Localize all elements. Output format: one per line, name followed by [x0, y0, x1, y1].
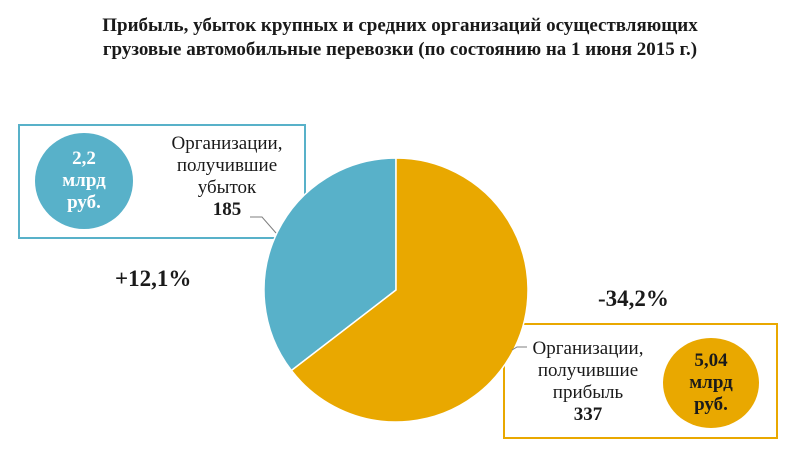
profit-amount-badge: 5,04 млрд руб.: [663, 338, 759, 428]
profit-change-percent: -34,2%: [598, 286, 669, 311]
chart-title: Прибыль, убыток крупных и средних органи…: [0, 14, 800, 62]
profit-leader-line: [511, 346, 527, 351]
loss-change-percent: +12,1%: [115, 266, 192, 291]
loss-amount-badge: 2,2 млрд руб.: [35, 133, 133, 229]
profit-label-line-3: прибыль: [552, 382, 624, 403]
profit-amount-line-3: руб.: [694, 394, 728, 415]
profit-amount-line-2: млрд: [689, 372, 733, 393]
loss-amount-line-3: руб.: [67, 192, 101, 213]
loss-label: Организации, получившие убыток 185: [148, 133, 306, 221]
loss-label-line-1: Организации,: [171, 133, 283, 154]
profit-count: 337: [573, 404, 603, 425]
chart-title-line-2: грузовые автомобильные перевозки (по сос…: [102, 39, 698, 60]
loss-amount-line-2: млрд: [62, 170, 106, 191]
loss-count: 185: [212, 199, 242, 220]
profit-label-line-1: Организации,: [532, 338, 644, 359]
profit-label: Организации, получившие прибыль 337: [513, 338, 663, 426]
chart-title-line-1: Прибыль, убыток крупных и средних органи…: [102, 15, 698, 36]
profit-amount-line-1: 5,04: [694, 350, 728, 371]
loss-label-line-3: убыток: [197, 177, 257, 198]
loss-label-line-2: получившие: [176, 155, 278, 176]
loss-leader-line: [250, 216, 277, 234]
pie-slice-loss: [263, 157, 397, 372]
profit-label-line-2: получившие: [537, 360, 639, 381]
loss-amount-line-1: 2,2: [72, 148, 96, 169]
